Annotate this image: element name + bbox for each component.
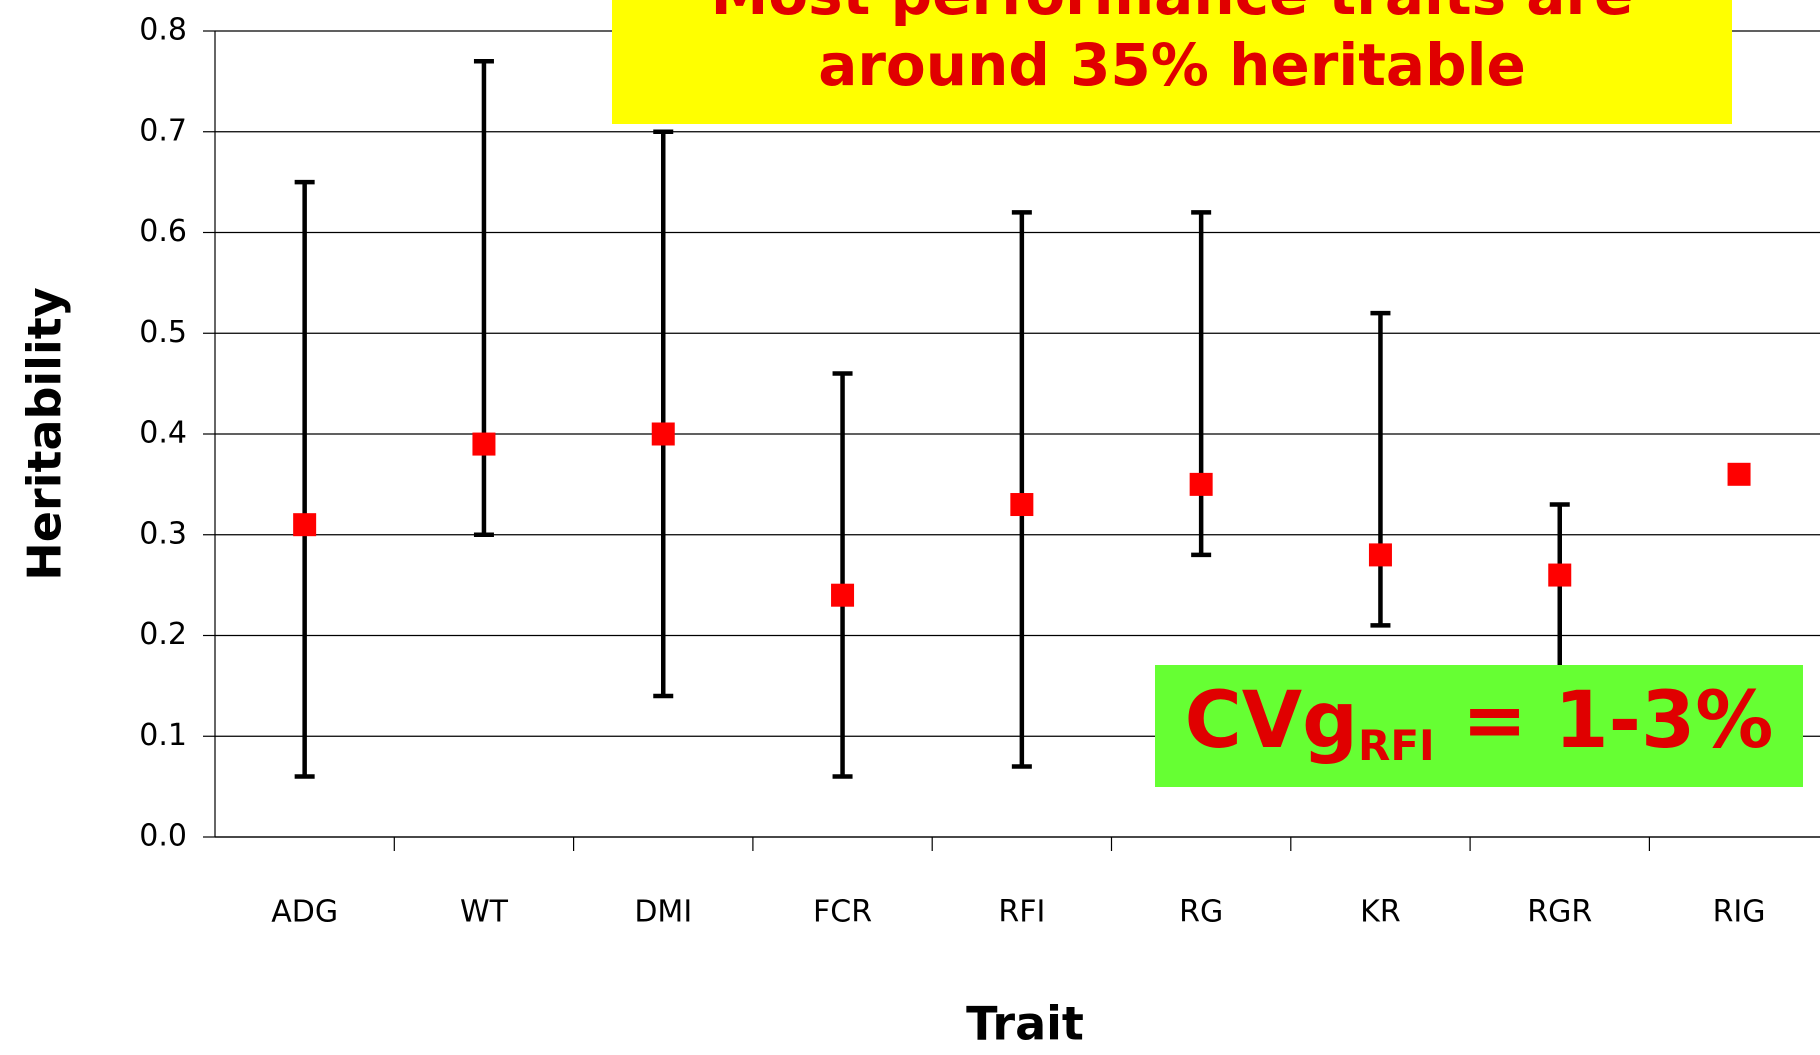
y-tick-label: 0.0 (139, 819, 187, 854)
cv-box (1155, 665, 1803, 787)
point (293, 513, 317, 537)
x-axis-title: Trait (966, 997, 1084, 1051)
y-tick-label: 0.8 (139, 13, 187, 48)
y-tick-label: 0.7 (139, 113, 187, 148)
error-bar (1191, 210, 1212, 558)
x-tick-label: WT (460, 895, 509, 930)
x-tick-label: ADG (271, 895, 338, 930)
point (651, 422, 675, 446)
point (1010, 493, 1034, 517)
y-tick-label: 0.6 (139, 214, 187, 249)
x-tick-label: RFI (998, 895, 1045, 930)
error-bar (1370, 310, 1391, 628)
x-tick-label: FCR (813, 895, 872, 930)
x-tick-label: RG (1179, 895, 1223, 930)
cv-sub: RFI (1358, 721, 1435, 770)
error-bar (294, 179, 315, 779)
error-bar (832, 371, 853, 779)
headline-box (612, 0, 1732, 124)
y-axis-title: Heritability (18, 287, 72, 580)
headline-text: around 35% heritable (818, 31, 1526, 99)
cv-text: CVgRFI = 1-3% (1185, 676, 1774, 769)
x-tick-label: RGR (1527, 895, 1592, 930)
point (1548, 563, 1572, 587)
y-tick-label: 0.5 (139, 315, 187, 350)
y-tick-label: 0.4 (139, 416, 187, 451)
y-tick-label: 0.3 (139, 516, 187, 551)
point (1189, 472, 1213, 496)
x-tick-label: RIG (1713, 895, 1766, 930)
point (1368, 543, 1392, 567)
point (472, 432, 496, 456)
error-bar (1011, 210, 1032, 769)
headline-text: Most performance traits are (711, 0, 1634, 28)
error-bar (473, 58, 494, 537)
error-bar (653, 129, 674, 699)
x-tick-label: DMI (634, 895, 692, 930)
x-tick-label: KR (1360, 895, 1401, 930)
point (1727, 462, 1751, 486)
y-tick-label: 0.2 (139, 617, 187, 652)
cv-main: CVg (1185, 676, 1358, 766)
y-tick-label: 0.1 (139, 718, 187, 753)
cv-rest: = 1-3% (1435, 676, 1774, 766)
point (831, 583, 855, 607)
